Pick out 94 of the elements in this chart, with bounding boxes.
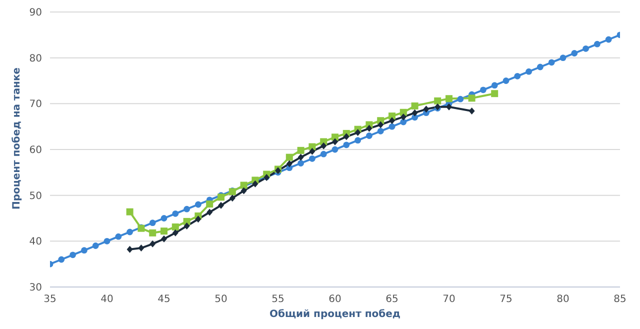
point xyxy=(366,124,372,132)
point xyxy=(184,206,190,212)
point xyxy=(332,146,338,153)
y-axis-title: Процент побед на танке xyxy=(12,67,23,210)
point xyxy=(526,68,532,75)
x-tick-label: 65 xyxy=(386,294,398,306)
point xyxy=(58,256,65,263)
y-tick-label: 40 xyxy=(29,236,42,248)
point xyxy=(161,235,167,242)
point xyxy=(378,121,384,128)
point xyxy=(537,64,544,70)
x-tick-label: 75 xyxy=(500,294,512,306)
point xyxy=(104,238,110,244)
point xyxy=(126,208,134,216)
y-tick-label: 80 xyxy=(29,53,42,64)
point xyxy=(218,202,224,209)
point xyxy=(115,233,122,240)
point xyxy=(92,242,99,249)
point xyxy=(400,113,406,120)
point xyxy=(252,180,258,188)
point xyxy=(480,86,486,94)
point xyxy=(298,160,304,166)
point xyxy=(468,94,476,102)
point xyxy=(343,133,350,140)
x-tick-label: 40 xyxy=(100,294,114,306)
point xyxy=(172,210,179,217)
point xyxy=(468,108,475,114)
point xyxy=(229,194,236,202)
point xyxy=(423,106,430,113)
point xyxy=(548,59,555,66)
y-tick-label: 60 xyxy=(29,145,42,156)
point xyxy=(126,246,133,253)
point xyxy=(605,36,612,43)
point xyxy=(514,72,521,80)
point xyxy=(70,252,76,258)
point xyxy=(411,102,418,110)
point xyxy=(309,155,316,162)
y-tick-label: 50 xyxy=(29,190,42,202)
point xyxy=(172,223,179,230)
y-tick-label: 30 xyxy=(29,282,42,294)
point xyxy=(160,228,168,235)
point xyxy=(160,215,168,222)
x-tick-label: 35 xyxy=(44,294,56,306)
point xyxy=(502,78,510,84)
x-tick-label: 50 xyxy=(214,294,228,306)
x-tick-label: 45 xyxy=(158,294,170,306)
point xyxy=(195,216,202,223)
point xyxy=(560,54,566,62)
point xyxy=(298,154,304,161)
point xyxy=(446,103,452,110)
point xyxy=(594,40,600,48)
point xyxy=(320,150,327,158)
x-tick-label: 80 xyxy=(556,294,570,306)
point xyxy=(206,208,213,216)
point xyxy=(149,229,156,236)
point xyxy=(184,222,190,230)
point xyxy=(354,137,361,144)
point xyxy=(366,132,372,139)
point xyxy=(149,220,156,226)
point xyxy=(81,247,88,254)
point xyxy=(377,128,384,134)
point xyxy=(240,187,247,194)
point xyxy=(126,228,133,236)
point xyxy=(457,96,464,102)
x-tick-label: 55 xyxy=(272,294,284,306)
point xyxy=(388,123,396,130)
point xyxy=(320,142,327,150)
point xyxy=(354,129,361,136)
point xyxy=(297,146,304,154)
point xyxy=(446,95,452,102)
point xyxy=(309,148,316,155)
point xyxy=(150,240,156,248)
point xyxy=(332,138,338,146)
point xyxy=(571,50,578,56)
point xyxy=(195,201,202,208)
point xyxy=(412,109,418,116)
point xyxy=(491,82,498,89)
x-tick-label: 70 xyxy=(442,294,456,306)
point xyxy=(400,118,407,126)
y-tick-label: 90 xyxy=(29,8,42,19)
point xyxy=(343,142,350,148)
point xyxy=(286,160,292,168)
point xyxy=(286,154,293,161)
point xyxy=(389,117,395,124)
point xyxy=(172,229,178,236)
point xyxy=(582,45,589,52)
y-tick-label: 70 xyxy=(29,99,42,110)
x-axis-title: Общий процент побед xyxy=(270,309,400,320)
point xyxy=(206,200,214,208)
x-tick-label: 85 xyxy=(614,294,626,306)
x-tick-label: 60 xyxy=(328,294,342,306)
point xyxy=(491,90,498,98)
point xyxy=(138,244,144,252)
point xyxy=(434,97,442,104)
